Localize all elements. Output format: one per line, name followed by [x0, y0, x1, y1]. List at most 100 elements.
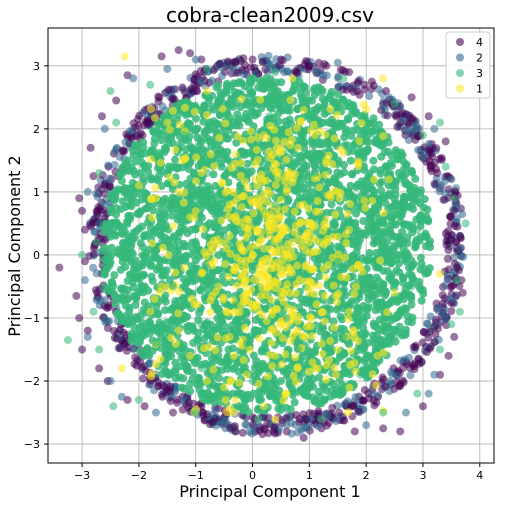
data-point — [231, 307, 240, 316]
chart-point — [293, 261, 302, 270]
chart-point — [97, 296, 106, 305]
data-point — [140, 402, 149, 411]
chart-point — [355, 231, 364, 240]
chart-point — [306, 322, 315, 331]
chart-point — [188, 144, 197, 153]
chart-point — [322, 421, 331, 430]
chart-point — [139, 243, 148, 252]
chart-point — [350, 333, 359, 342]
chart-point — [344, 314, 353, 323]
chart-point — [234, 320, 243, 329]
data-point — [248, 55, 257, 64]
chart-point — [286, 265, 295, 274]
data-point — [350, 427, 359, 436]
chart-point — [290, 228, 299, 237]
chart-point — [354, 307, 363, 316]
chart-point — [162, 324, 171, 333]
chart-point — [369, 319, 378, 328]
chart-point — [299, 194, 308, 203]
chart-point — [276, 321, 285, 330]
chart-point — [161, 233, 170, 242]
chart-point — [323, 118, 332, 127]
chart-point — [233, 110, 242, 119]
chart-point — [344, 408, 353, 417]
chart-point — [329, 281, 338, 290]
chart-point — [151, 360, 160, 369]
chart-point — [155, 213, 164, 222]
chart-point — [188, 186, 197, 195]
chart-point — [115, 344, 124, 353]
chart-point — [281, 205, 290, 214]
chart-point — [278, 270, 287, 279]
chart-point — [406, 292, 415, 301]
chart-point — [179, 314, 188, 323]
chart-point — [272, 160, 281, 169]
chart-point — [278, 334, 287, 343]
chart-point — [320, 220, 329, 229]
chart-point — [146, 260, 155, 269]
chart-point — [363, 351, 372, 360]
chart-point — [332, 370, 341, 379]
chart-point — [415, 199, 424, 208]
chart-point — [253, 133, 262, 142]
chart-point — [393, 250, 402, 259]
chart-point — [107, 243, 116, 252]
chart-point — [245, 85, 254, 94]
chart-point — [354, 151, 363, 160]
data-point — [441, 314, 450, 322]
chart-point — [405, 270, 414, 279]
chart-point — [168, 162, 177, 171]
data-point — [117, 392, 126, 401]
chart-point — [415, 124, 424, 133]
chart-point — [155, 149, 164, 158]
chart-point — [399, 295, 408, 304]
chart-point — [312, 300, 321, 309]
data-point — [276, 55, 285, 64]
chart-point — [168, 106, 177, 115]
chart-point — [221, 188, 230, 197]
chart-point — [403, 233, 412, 242]
data-point — [134, 395, 143, 404]
data-point — [83, 326, 92, 335]
chart-point — [276, 195, 285, 204]
chart-point — [425, 264, 434, 273]
data-point — [117, 364, 126, 373]
chart-point — [183, 322, 192, 331]
data-point — [220, 414, 229, 423]
chart-point — [309, 141, 318, 150]
data-point — [254, 194, 263, 203]
chart-point — [340, 168, 349, 177]
chart-point — [315, 272, 324, 281]
chart-point — [301, 277, 310, 286]
data-point — [259, 162, 268, 171]
chart-point — [206, 308, 215, 317]
chart-point — [129, 151, 138, 160]
chart-point — [136, 207, 145, 216]
dense-point-cloud — [85, 51, 468, 439]
chart-point — [323, 237, 332, 246]
chart-point — [111, 203, 120, 212]
chart-point — [372, 398, 381, 407]
chart-point — [232, 253, 241, 262]
chart-point — [287, 245, 296, 254]
data-point — [72, 291, 81, 300]
chart-point — [180, 384, 189, 393]
chart-point — [125, 127, 134, 136]
chart-point — [293, 364, 302, 373]
chart-point — [222, 307, 231, 316]
chart-point — [117, 176, 126, 185]
data-point — [276, 263, 285, 272]
chart-point — [336, 312, 345, 321]
data-point — [379, 424, 388, 433]
chart-point — [444, 239, 453, 248]
data-point — [455, 244, 464, 253]
chart-point — [112, 218, 121, 227]
chart-point — [247, 429, 256, 438]
chart-point — [396, 380, 405, 389]
data-point — [450, 332, 459, 341]
chart-point — [134, 338, 143, 347]
chart-point — [167, 211, 176, 220]
chart-point — [379, 375, 388, 384]
legend-label: 3 — [476, 67, 483, 80]
data-point — [436, 118, 445, 127]
